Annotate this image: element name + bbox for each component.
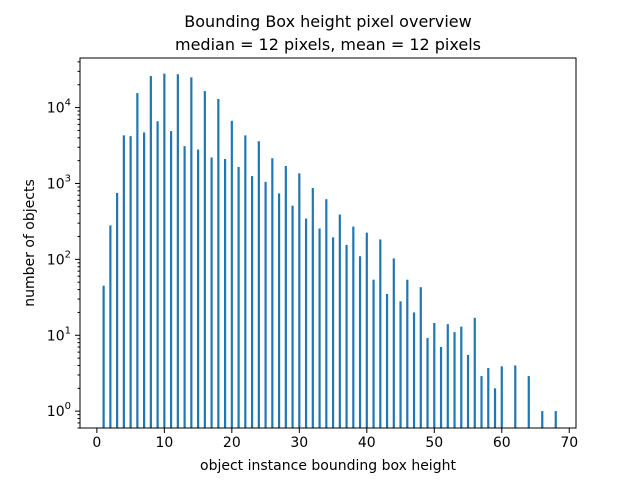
x-tick-label: 60 <box>493 435 511 451</box>
bar <box>217 98 220 429</box>
plot-frame <box>79 57 577 429</box>
y-axis-label: number of objects <box>22 179 38 306</box>
bar <box>338 214 341 428</box>
bar <box>500 366 503 428</box>
y-tick-label: 102 <box>47 249 71 268</box>
bar <box>527 376 530 428</box>
bar <box>345 244 348 428</box>
bar <box>149 76 152 428</box>
bar <box>412 312 416 428</box>
bar <box>237 166 240 428</box>
bar <box>304 218 308 428</box>
bar <box>223 159 227 428</box>
bar <box>156 121 159 429</box>
bar <box>473 317 476 428</box>
bar <box>143 132 146 428</box>
y-tick-label: 104 <box>47 98 71 117</box>
bar <box>311 188 314 428</box>
bar <box>466 354 470 428</box>
bar <box>514 365 517 428</box>
y-tick-label: 101 <box>47 325 71 344</box>
bar <box>197 149 200 429</box>
bar <box>271 158 274 429</box>
x-tick-label: 50 <box>425 435 443 451</box>
bar <box>129 136 132 429</box>
bar <box>439 347 443 428</box>
bar <box>372 279 375 428</box>
y-tick-label: 100 <box>47 401 71 420</box>
bar <box>102 285 105 428</box>
bar <box>250 176 254 428</box>
bar <box>136 93 139 428</box>
bar <box>453 332 456 428</box>
x-tick-label: 20 <box>223 435 241 451</box>
chart-title-line2: median = 12 pixels, mean = 12 pixels <box>175 35 481 54</box>
chart-title-line1: Bounding Box height pixel overview <box>184 12 471 31</box>
y-axis-ticks: 100 101 102 103 104 <box>47 61 80 429</box>
x-axis-ticks: 0 10 20 30 40 50 60 70 <box>92 428 578 451</box>
bar <box>331 237 335 428</box>
bar <box>325 199 328 428</box>
bar <box>541 411 544 428</box>
bar <box>406 279 409 428</box>
x-tick-label: 40 <box>358 435 376 451</box>
bar <box>399 301 402 428</box>
bar <box>116 192 119 428</box>
bar <box>183 146 186 428</box>
bar <box>244 135 247 428</box>
bar <box>203 91 206 428</box>
bar <box>426 338 429 428</box>
bar <box>291 205 294 428</box>
bar <box>163 73 166 428</box>
bar <box>446 324 449 428</box>
bar <box>176 74 179 428</box>
bar <box>318 228 321 428</box>
bar <box>170 131 173 428</box>
bar <box>284 165 287 429</box>
bar <box>277 193 281 428</box>
bar <box>230 120 233 428</box>
bar <box>190 77 193 429</box>
bar <box>433 323 436 428</box>
x-tick-label: 70 <box>560 435 578 451</box>
bar <box>419 287 422 428</box>
bar <box>298 173 301 428</box>
x-axis-label: object instance bounding box height <box>200 458 456 474</box>
bar <box>122 135 125 428</box>
bar <box>487 368 490 428</box>
bar <box>392 258 395 428</box>
bar-series <box>102 73 557 429</box>
bar <box>257 141 260 428</box>
bar <box>385 293 389 428</box>
bar <box>210 157 213 429</box>
bar <box>460 326 463 428</box>
bar <box>365 232 368 428</box>
bar <box>352 226 355 428</box>
bar <box>554 411 557 428</box>
x-tick-label: 30 <box>290 435 308 451</box>
bar <box>264 181 267 428</box>
y-tick-label: 103 <box>47 173 71 192</box>
bar <box>358 256 362 428</box>
bar <box>109 225 112 428</box>
x-tick-label: 0 <box>92 435 101 451</box>
bar <box>493 388 497 428</box>
x-tick-label: 10 <box>155 435 173 451</box>
bar <box>379 239 382 428</box>
bar <box>480 376 483 428</box>
